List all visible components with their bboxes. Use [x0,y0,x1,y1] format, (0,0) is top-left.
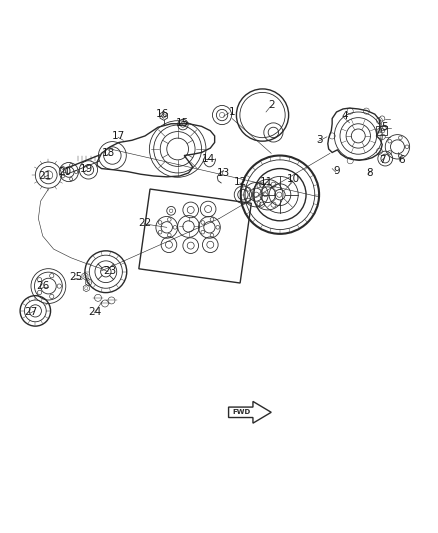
Text: 7: 7 [379,155,385,165]
Text: 10: 10 [286,174,300,184]
Text: 19: 19 [80,165,93,174]
Text: 20: 20 [58,167,71,176]
Text: 13: 13 [217,168,230,178]
Text: 4: 4 [342,111,349,122]
Text: 26: 26 [36,281,49,291]
Text: 21: 21 [38,171,52,181]
Text: 14: 14 [201,154,215,164]
Text: 9: 9 [333,166,340,176]
Text: 23: 23 [103,266,117,276]
Text: 6: 6 [399,155,405,165]
Text: 22: 22 [138,218,152,228]
Text: 16: 16 [156,109,169,119]
Text: 18: 18 [101,148,115,158]
Text: 8: 8 [366,168,372,178]
Text: 15: 15 [175,118,189,128]
Text: 25: 25 [69,272,82,282]
Text: FWD: FWD [233,409,251,415]
Text: 2: 2 [268,100,275,110]
Text: 27: 27 [25,307,38,317]
Text: 5: 5 [381,122,388,132]
Bar [376,126,387,135]
Text: 12: 12 [234,176,247,187]
Text: 11: 11 [260,176,273,187]
Text: 3: 3 [316,135,322,146]
Text: 1: 1 [229,107,235,117]
Text: 17: 17 [112,131,126,141]
Text: 24: 24 [88,307,102,317]
